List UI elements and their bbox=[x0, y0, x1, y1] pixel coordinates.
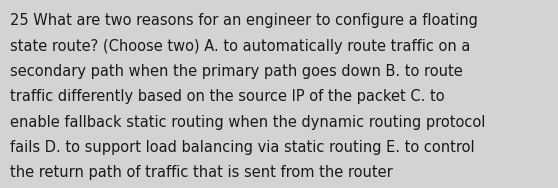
Text: traffic differently based on the source IP of the packet C. to: traffic differently based on the source … bbox=[10, 89, 445, 104]
Text: fails D. to support load balancing via static routing E. to control: fails D. to support load balancing via s… bbox=[10, 140, 475, 155]
Text: state route? (Choose two) A. to automatically route traffic on a: state route? (Choose two) A. to automati… bbox=[10, 39, 470, 54]
Text: 25 What are two reasons for an engineer to configure a floating: 25 What are two reasons for an engineer … bbox=[10, 13, 478, 28]
Text: secondary path when the primary path goes down B. to route: secondary path when the primary path goe… bbox=[10, 64, 463, 79]
Text: the return path of traffic that is sent from the router: the return path of traffic that is sent … bbox=[10, 165, 393, 180]
Text: enable fallback static routing when the dynamic routing protocol: enable fallback static routing when the … bbox=[10, 115, 485, 130]
